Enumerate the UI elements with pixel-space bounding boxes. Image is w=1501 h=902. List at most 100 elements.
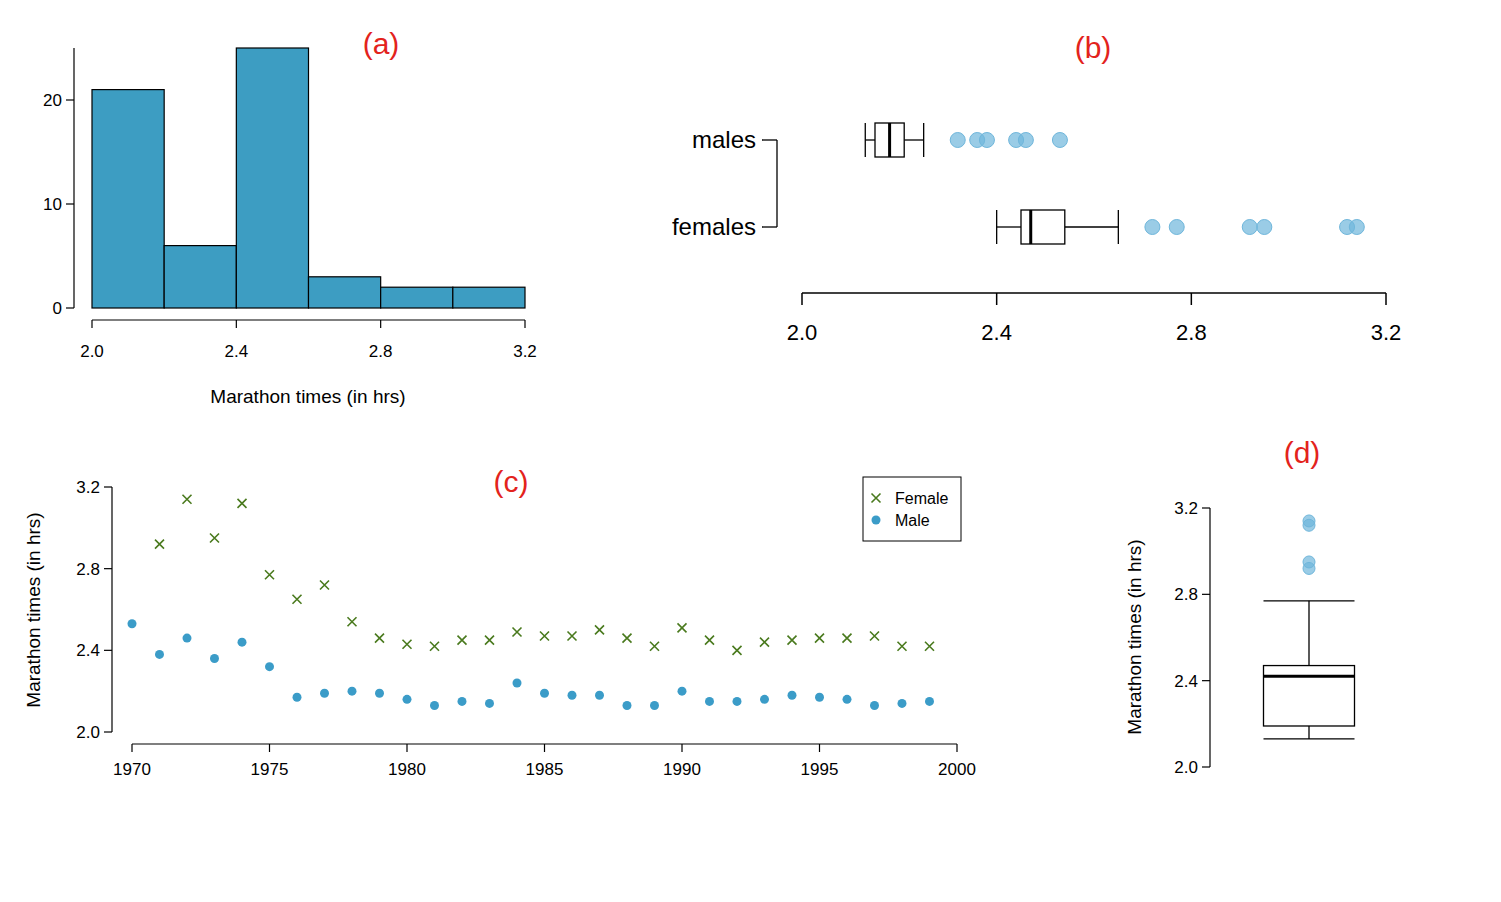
point <box>925 642 934 651</box>
y-tick-label: 0 <box>53 299 62 318</box>
legend-marker <box>872 516 881 525</box>
background <box>0 0 1501 902</box>
point <box>183 634 192 643</box>
boxes <box>865 123 1364 244</box>
point <box>375 634 384 643</box>
panel-label: (a) <box>363 27 400 60</box>
y-tick-label: 3.2 <box>76 478 100 497</box>
point <box>430 642 439 651</box>
point <box>265 570 274 579</box>
outlier <box>1303 556 1315 568</box>
median <box>888 123 891 157</box>
x-tick <box>524 320 525 328</box>
x-tick-label: 2.4 <box>225 342 249 361</box>
y-tick <box>1202 507 1210 508</box>
x-tick <box>544 744 545 752</box>
x-tick <box>131 744 132 752</box>
point <box>843 634 852 643</box>
x-tick <box>801 293 803 305</box>
point <box>320 581 329 590</box>
x-tick-label: 2.0 <box>80 342 104 361</box>
point <box>210 654 219 663</box>
x-tick <box>236 320 237 328</box>
bar <box>309 277 381 308</box>
y-tick <box>1202 680 1210 681</box>
x-axis-title: Marathon times (in hrs) <box>210 386 405 407</box>
x-tick <box>269 744 270 752</box>
point <box>650 701 659 710</box>
x-tick <box>996 293 998 305</box>
outlier <box>950 133 965 148</box>
point <box>595 625 604 634</box>
point <box>320 689 329 698</box>
x-tick <box>91 320 92 328</box>
whisker-cap <box>1118 210 1119 244</box>
point <box>898 642 907 651</box>
y-tick-label: 10 <box>43 195 62 214</box>
y-tick <box>66 99 74 100</box>
x-tick <box>819 744 820 752</box>
y-tick-label: 2.4 <box>1174 672 1198 691</box>
point <box>705 636 714 645</box>
point <box>870 701 879 710</box>
panel-label: (d) <box>1284 436 1321 469</box>
x-tick-label: 2.8 <box>369 342 393 361</box>
point <box>238 638 247 647</box>
y-tick <box>1202 594 1210 595</box>
point <box>348 687 357 696</box>
outlier <box>1242 220 1257 235</box>
point <box>733 697 742 706</box>
point <box>485 636 494 645</box>
point <box>375 689 384 698</box>
y-tick <box>66 307 74 308</box>
point <box>623 634 632 643</box>
y-axis-title: Marathon times (in hrs) <box>1124 539 1145 734</box>
point <box>678 623 687 632</box>
point <box>183 495 192 504</box>
point <box>210 534 219 543</box>
whisker-cap <box>865 123 866 157</box>
point <box>348 617 357 626</box>
whisker <box>1308 601 1309 666</box>
point <box>595 691 604 700</box>
point <box>568 691 577 700</box>
y-tick-label: 3.2 <box>1174 499 1198 518</box>
point <box>513 679 522 688</box>
y-tick <box>104 568 112 569</box>
point <box>870 632 879 641</box>
point <box>293 693 302 702</box>
figure: (a)010202.02.42.83.2Marathon times (in h… <box>0 0 1501 902</box>
whisker-cap <box>996 210 997 244</box>
point <box>925 697 934 706</box>
whisker-cap <box>1264 600 1355 601</box>
x-tick <box>681 744 682 752</box>
point <box>540 689 549 698</box>
box <box>1021 210 1065 244</box>
point <box>815 634 824 643</box>
point <box>540 632 549 641</box>
boxes <box>1264 515 1355 739</box>
x-tick-label: 2.8 <box>1176 320 1207 345</box>
legend-label: Male <box>895 512 930 529</box>
legend: FemaleMale <box>863 477 961 541</box>
point <box>788 691 797 700</box>
x-tick-label: 1975 <box>251 760 289 779</box>
point <box>705 697 714 706</box>
y-tick <box>1202 766 1210 767</box>
point <box>898 699 907 708</box>
y-axis <box>1209 508 1210 767</box>
point <box>155 650 164 659</box>
bracket <box>776 140 777 227</box>
y-tick <box>104 650 112 651</box>
x-tick <box>1385 293 1387 305</box>
bars <box>92 48 525 308</box>
whisker <box>997 226 1021 227</box>
point <box>678 687 687 696</box>
panel-label: (c) <box>494 465 529 498</box>
outlier <box>1018 133 1033 148</box>
whisker <box>1308 726 1309 739</box>
y-tick-label: 2.0 <box>1174 758 1198 777</box>
category-label: males <box>692 126 756 153</box>
whisker-cap <box>1264 738 1355 739</box>
median <box>1264 675 1355 678</box>
